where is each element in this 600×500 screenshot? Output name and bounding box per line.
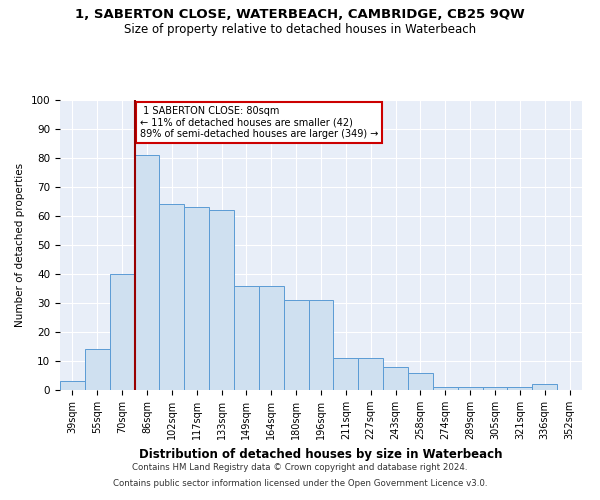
X-axis label: Distribution of detached houses by size in Waterbeach: Distribution of detached houses by size …: [139, 448, 503, 460]
Bar: [184, 208, 209, 390]
Bar: [134, 155, 160, 390]
Y-axis label: Number of detached properties: Number of detached properties: [15, 163, 25, 327]
Bar: [458, 387, 482, 390]
Text: Size of property relative to detached houses in Waterbeach: Size of property relative to detached ho…: [124, 22, 476, 36]
Bar: [160, 204, 184, 390]
Text: Contains HM Land Registry data © Crown copyright and database right 2024.: Contains HM Land Registry data © Crown c…: [132, 464, 468, 472]
Bar: [358, 358, 383, 390]
Bar: [408, 372, 433, 390]
Bar: [234, 286, 259, 390]
Bar: [433, 387, 458, 390]
Text: 1 SABERTON CLOSE: 80sqm
← 11% of detached houses are smaller (42)
89% of semi-de: 1 SABERTON CLOSE: 80sqm ← 11% of detache…: [140, 106, 378, 139]
Text: 1, SABERTON CLOSE, WATERBEACH, CAMBRIDGE, CB25 9QW: 1, SABERTON CLOSE, WATERBEACH, CAMBRIDGE…: [75, 8, 525, 20]
Bar: [508, 387, 532, 390]
Bar: [259, 286, 284, 390]
Text: Contains public sector information licensed under the Open Government Licence v3: Contains public sector information licen…: [113, 478, 487, 488]
Bar: [308, 300, 334, 390]
Bar: [284, 300, 308, 390]
Bar: [383, 367, 408, 390]
Bar: [334, 358, 358, 390]
Bar: [110, 274, 134, 390]
Bar: [60, 382, 85, 390]
Bar: [532, 384, 557, 390]
Bar: [85, 350, 110, 390]
Bar: [209, 210, 234, 390]
Bar: [482, 387, 508, 390]
